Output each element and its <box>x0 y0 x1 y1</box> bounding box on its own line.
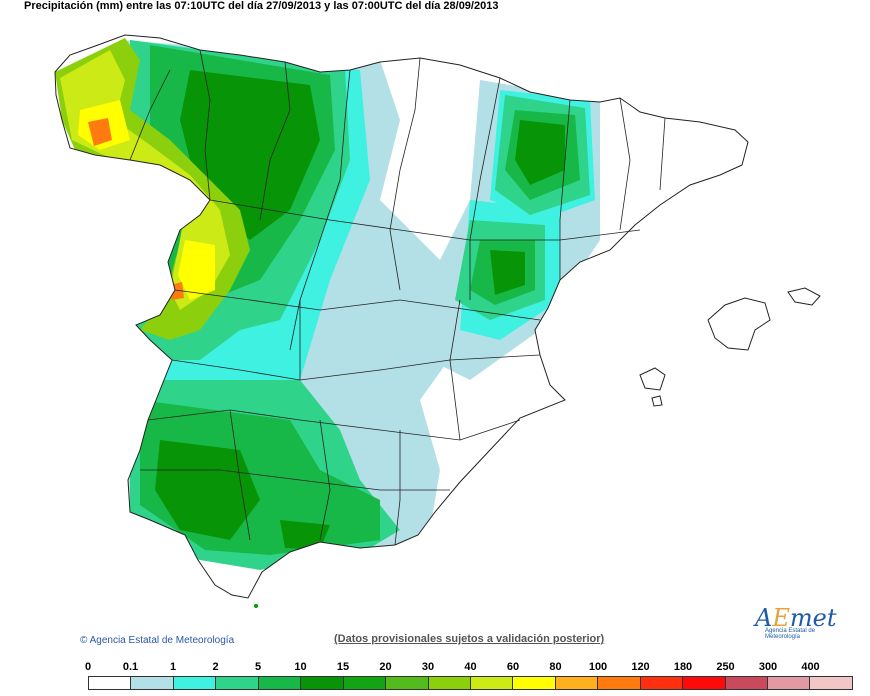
legend-labels: 0 0.1 1 2 5 10 15 20 30 40 60 80 100 120 180 250 300 400 <box>0 661 870 675</box>
legend-swatch <box>513 677 556 689</box>
provisional-note: (Datos provisionales sujetos a validació… <box>334 633 605 645</box>
legend-swatch <box>343 677 387 689</box>
legend-label: 180 <box>673 661 693 673</box>
map-title: Precipitación (mm) entre las 07:10UTC de… <box>24 0 499 12</box>
legend-swatch <box>216 677 259 689</box>
legend-label: 20 <box>379 661 392 673</box>
aemet-logo: AEmet Agencia Estatal de Meteorología <box>755 604 837 640</box>
legend-label: 5 <box>254 661 262 673</box>
legend-swatch <box>598 677 641 689</box>
legend-swatch <box>683 677 726 689</box>
legend-label: 250 <box>716 661 735 673</box>
legend-label: 300 <box>758 661 778 673</box>
copyright-icon: © <box>80 635 88 646</box>
legend-label: 2 <box>212 661 219 673</box>
legend-label: 0.1 <box>122 661 139 673</box>
legend-label: 1 <box>169 661 177 673</box>
legend-label: 80 <box>549 661 562 673</box>
legend-label: 100 <box>588 661 608 673</box>
legend-swatch <box>725 677 768 689</box>
legend-swatch <box>470 677 514 689</box>
legend-swatch <box>768 677 811 689</box>
legend-swatch <box>810 677 852 689</box>
copyright-text: Agencia Estatal de Meteorología <box>89 635 235 646</box>
legend-label: 120 <box>631 661 650 673</box>
legend-swatch <box>428 677 471 689</box>
legend-swatch <box>89 677 132 689</box>
legend-swatch <box>555 677 599 689</box>
legend-label: 60 <box>506 661 520 673</box>
legend-label: 15 <box>336 661 350 673</box>
legend-label: 0 <box>84 661 92 673</box>
legend-swatch <box>301 677 344 689</box>
legend-label: 40 <box>464 661 477 673</box>
legend-swatch <box>173 677 217 689</box>
legend-swatch <box>640 677 684 689</box>
legend-label: 400 <box>801 661 820 673</box>
legend-label: 10 <box>294 661 307 673</box>
legend-swatch <box>131 677 174 689</box>
legend-swatch <box>386 677 429 689</box>
legend-color-bar <box>88 676 853 690</box>
legend-swatch <box>258 677 302 689</box>
legend-label: 30 <box>421 661 435 673</box>
